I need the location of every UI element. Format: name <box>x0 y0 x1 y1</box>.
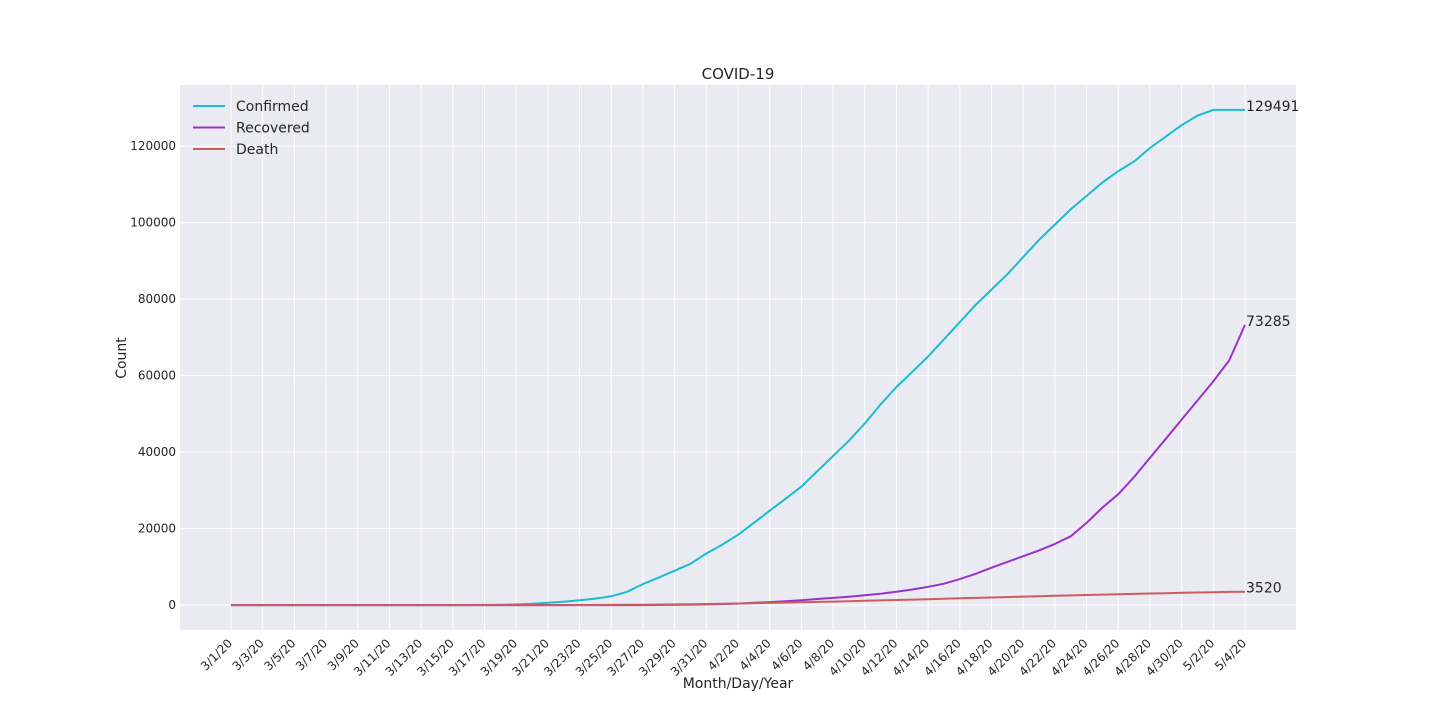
y-tick-label: 20000 <box>138 522 176 536</box>
y-tick-label: 100000 <box>130 216 176 230</box>
legend: Confirmed Recovered Death <box>193 99 310 158</box>
end-labels: 129491 73285 3520 <box>1246 99 1299 597</box>
x-gridlines <box>230 85 1246 630</box>
series-line-death <box>231 590 1246 607</box>
x-tick-label: 5/2/20 <box>1180 636 1217 673</box>
end-label-death: 3520 <box>1246 581 1282 597</box>
x-axis-title: Month/Day/Year <box>683 676 794 692</box>
legend-label-death: Death <box>236 142 278 158</box>
y-tick-label: 40000 <box>138 445 176 459</box>
y-tick-label: 0 <box>168 598 176 612</box>
x-tick-label: 3/7/20 <box>293 636 330 673</box>
y-tick-label: 120000 <box>130 139 176 153</box>
y-tick-label: 80000 <box>138 292 176 306</box>
x-tick-label: 3/1/20 <box>198 636 235 673</box>
x-tick-labels: 3/1/203/3/203/5/203/7/203/9/203/11/203/1… <box>198 636 1249 679</box>
x-tick-label: 4/6/20 <box>768 636 805 673</box>
x-tick-label: 3/3/20 <box>230 636 267 673</box>
x-tick-label: 3/5/20 <box>261 636 298 673</box>
legend-label-confirmed: Confirmed <box>236 99 309 115</box>
x-tick-label: 5/4/20 <box>1212 636 1249 673</box>
y-axis-title: Count <box>114 337 130 379</box>
legend-label-recovered: Recovered <box>236 121 310 137</box>
x-tick-label: 4/2/20 <box>705 636 742 673</box>
y-tick-label: 60000 <box>138 369 176 383</box>
end-label-recovered: 73285 <box>1246 314 1291 330</box>
end-label-confirmed: 129491 <box>1246 99 1299 115</box>
y-tick-labels: 0 20000 40000 60000 80000 100000 120000 <box>130 139 176 612</box>
series-lines <box>231 108 1246 607</box>
chart-title: COVID-19 <box>702 65 775 83</box>
x-tick-label: 4/4/20 <box>737 636 774 673</box>
